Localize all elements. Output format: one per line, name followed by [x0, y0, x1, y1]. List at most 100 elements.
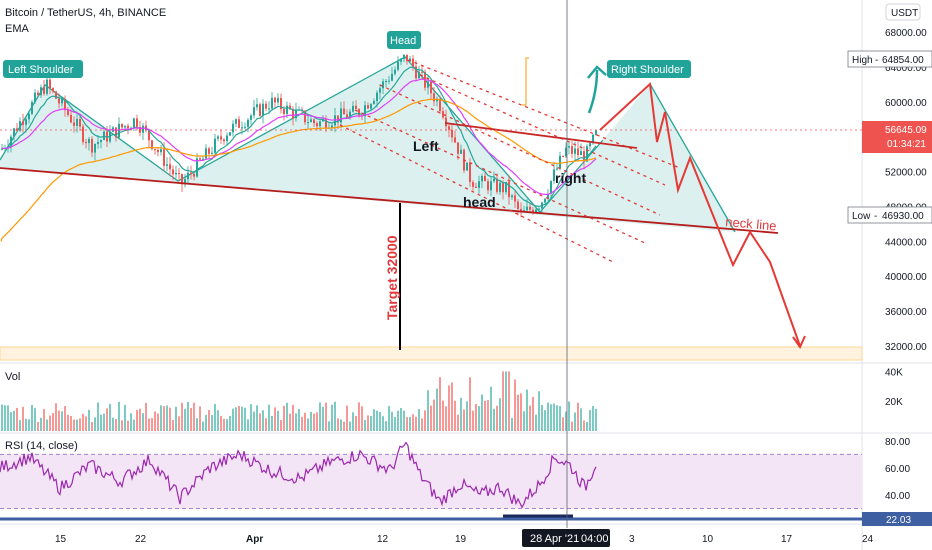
candle-body [94, 143, 96, 153]
candle-body [565, 147, 567, 157]
volume-bar [124, 404, 126, 431]
inner-head-label: head [463, 194, 496, 210]
volume-bar [463, 409, 465, 431]
volume-bar [448, 385, 450, 431]
right-shoulder-tag [607, 60, 691, 78]
volume-bar [340, 419, 342, 431]
volume-bar [580, 408, 582, 431]
ema-mid-line [2, 78, 597, 195]
candle-body [580, 151, 582, 156]
volume-bar [373, 409, 375, 431]
volume-pane-label[interactable]: Vol [5, 371, 20, 383]
channel-lines [339, 59, 681, 264]
candle-body [337, 115, 339, 123]
candle-body [445, 117, 447, 127]
candle-body [238, 119, 240, 128]
candle-body [409, 58, 411, 62]
volume-bar [223, 418, 225, 431]
ema-slow-line [0, 98, 597, 242]
candle-body [169, 164, 171, 170]
rsi-pane-label[interactable]: RSI (14, close) [5, 440, 78, 452]
volume-bar [19, 420, 21, 431]
rsi-last-tag [862, 512, 932, 526]
volume-bar [433, 399, 435, 431]
volume-bar [520, 393, 522, 431]
candle-body [310, 119, 312, 123]
candle-body [448, 126, 450, 130]
volume-bar [100, 414, 102, 431]
left-shoulder-tag [3, 60, 83, 78]
volume-bar [319, 402, 321, 431]
volume-bar [268, 404, 270, 431]
ema-indicator-label[interactable]: EMA [5, 23, 30, 35]
candle-body [388, 80, 390, 82]
volume-bar [259, 413, 261, 431]
candle-body [106, 131, 108, 142]
volume-bar [496, 405, 498, 431]
volume-bar [583, 420, 585, 431]
volume-bar [556, 405, 558, 431]
price-axis[interactable]: 68000.0064000.0060000.0056000.0052000.00… [885, 28, 927, 353]
candle-body [559, 155, 561, 169]
candle-body [595, 130, 597, 135]
volume-bar [322, 406, 324, 431]
volume-bar [418, 409, 420, 431]
symbol-title[interactable]: Bitcoin / TetherUS, 4h, BINANCE [5, 7, 166, 19]
candle-body [421, 71, 423, 73]
volume-bar [58, 410, 60, 431]
volume-bar [232, 408, 234, 431]
volume-bar [397, 410, 399, 431]
volume-bar [298, 409, 300, 431]
candle-body [400, 58, 402, 62]
volume-bar [454, 400, 456, 431]
currency-box[interactable] [885, 3, 921, 21]
volume-bar [526, 389, 528, 431]
candle-body [1, 148, 3, 150]
volume-bar [460, 397, 462, 431]
candle-body [325, 119, 327, 129]
volume-bar [475, 404, 477, 431]
volume-bar [595, 408, 597, 431]
volume-bar [325, 402, 327, 431]
candle-body [586, 146, 588, 162]
volume-bar [166, 405, 168, 431]
time-axis[interactable]: 15 22 Apr 12 19 3 10 17 24 [55, 534, 874, 545]
candle-body [190, 172, 192, 174]
candle-body [385, 81, 387, 83]
volume-bar [61, 411, 63, 431]
candle-body [175, 172, 177, 175]
volume-bar [193, 402, 195, 431]
candle-body [250, 115, 252, 120]
volume-bar [34, 408, 36, 431]
candle-body [172, 169, 174, 175]
candle-body [502, 182, 504, 193]
candle-body [397, 61, 399, 70]
volume-bar [517, 394, 519, 431]
volume-bar [427, 390, 429, 431]
candle-body [349, 111, 351, 118]
projection-arrowhead [792, 335, 806, 350]
pattern-outline [0, 56, 604, 213]
volume-bar [208, 409, 210, 431]
candle-body [49, 79, 51, 89]
volume-bar [481, 394, 483, 431]
volume-bar [469, 377, 471, 431]
time-tick-10: 24 [862, 534, 874, 545]
candle-body [253, 107, 255, 116]
volume-bar [142, 413, 144, 431]
volume-bar [163, 406, 165, 431]
candle-body [79, 119, 81, 127]
candle-body [574, 148, 576, 154]
candle-body [19, 121, 21, 131]
volume-bar [214, 404, 216, 431]
volume-bar [379, 411, 381, 431]
volume-bar [244, 407, 246, 431]
volume-bar [46, 419, 48, 431]
target-label: Target 32000 [384, 235, 400, 320]
volume-bar [367, 415, 369, 431]
candle-body [490, 181, 492, 191]
candle-body [472, 182, 474, 187]
volume-bar [160, 405, 162, 431]
rsi-band [0, 454, 862, 509]
